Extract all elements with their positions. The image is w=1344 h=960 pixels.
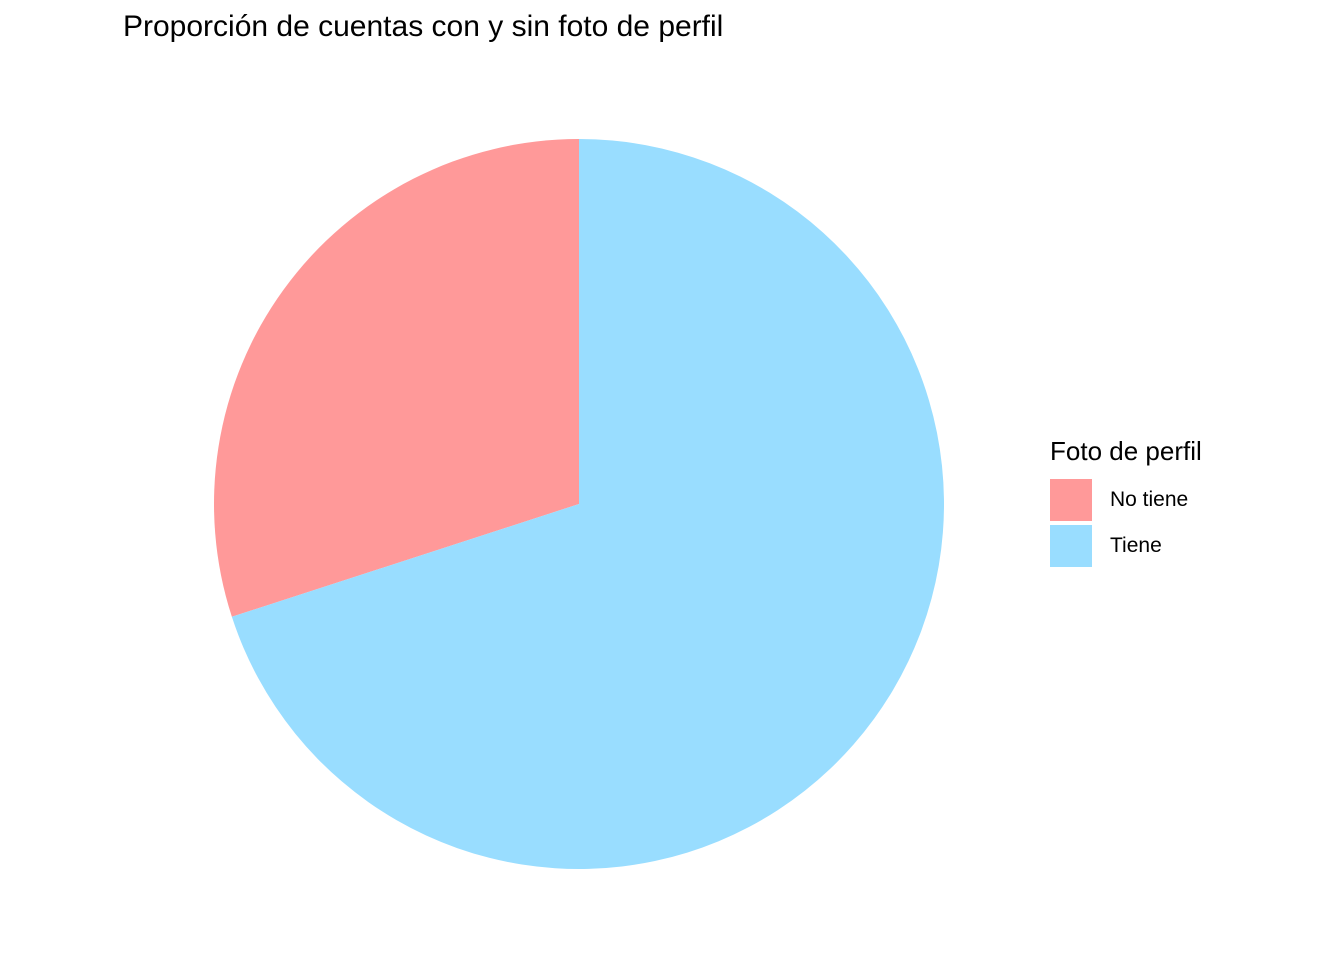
legend-label-no-tiene: No tiene [1110, 488, 1189, 511]
legend-swatch-no-tiene [1050, 479, 1092, 521]
legend-swatch-tiene [1050, 525, 1092, 567]
legend-item-no-tiene: No tiene [1050, 477, 1202, 523]
legend-label-tiene: Tiene [1110, 534, 1162, 557]
legend-title: Foto de perfil [1050, 436, 1202, 466]
legend: Foto de perfil No tiene Tiene [1050, 436, 1202, 569]
legend-item-tiene: Tiene [1050, 523, 1202, 569]
pie-slice-no-tiene [213, 139, 579, 617]
pie-slice-tiene [231, 139, 944, 870]
chart-title: Proporción de cuentas con y sin foto de … [123, 10, 724, 43]
